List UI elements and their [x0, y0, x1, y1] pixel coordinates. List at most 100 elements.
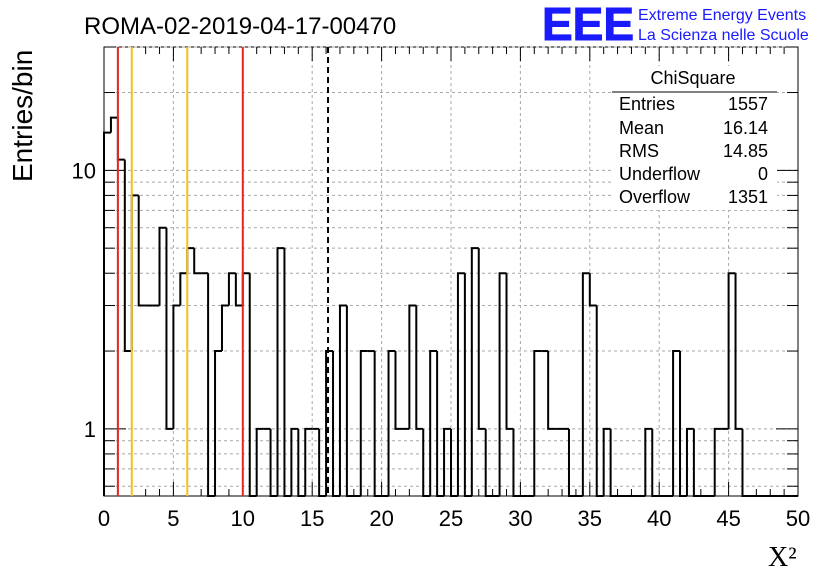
histogram-bin [602, 427, 611, 496]
histogram-bin [512, 428, 521, 497]
histogram-bin [581, 272, 590, 496]
plot-title: ROMA-02-2019-04-17-00470 [84, 13, 396, 40]
histogram-bin [415, 305, 424, 430]
histogram-bin [394, 351, 403, 430]
x-tick-label: 45 [716, 506, 740, 531]
histogram-layer [103, 116, 798, 497]
histogram-bin [443, 427, 451, 496]
histogram-bin [651, 428, 660, 497]
histogram-bin [172, 304, 181, 429]
stats-label-mean: Mean [619, 118, 664, 138]
stats-value-mean: 16.14 [723, 118, 768, 138]
histogram-bin [338, 304, 347, 496]
histogram-bin [297, 428, 306, 497]
histogram-bin [283, 248, 292, 497]
stats-label-entries: Entries [619, 94, 675, 114]
histogram-bin [276, 247, 285, 496]
histogram-bin [318, 428, 327, 497]
y-tick-label: 10 [72, 158, 96, 183]
histogram-bin [373, 351, 382, 497]
histogram-bin [241, 272, 250, 306]
eee-logo: EEE [542, 0, 634, 50]
histogram-bin [547, 351, 556, 430]
histogram-bin [207, 273, 216, 497]
histogram-bin [220, 304, 229, 352]
histogram-bin [290, 427, 299, 496]
histogram-bin [734, 273, 743, 430]
histogram-bin [165, 227, 174, 430]
histogram-bin [345, 305, 354, 497]
x-axis-title: X² [768, 542, 797, 572]
x-tick-label: 15 [300, 506, 324, 531]
histogram-bin [470, 247, 479, 496]
histogram-bin [533, 350, 542, 496]
histogram-bin [304, 427, 313, 496]
stats-label-overflow: Overflow [619, 187, 691, 207]
histogram-bin [436, 351, 445, 497]
histogram-bin [456, 272, 465, 496]
histogram-bin [179, 272, 188, 306]
histogram-bin [477, 248, 486, 430]
histogram-bin [325, 350, 334, 496]
histogram-bin [463, 273, 472, 497]
x-tick-label: 50 [786, 506, 810, 531]
histogram-bin [193, 248, 202, 275]
x-tick-label: 40 [647, 506, 671, 531]
histogram-bin [685, 427, 694, 496]
histogram-bin [505, 273, 514, 430]
histogram-bin [679, 351, 687, 497]
tick-labels-layer: 0 5 10 15 20 25 30 35 40 45 50 1 10 [72, 158, 811, 531]
stats-value-overflow: 1351 [728, 187, 768, 207]
logo-line-1: Extreme Energy Events [638, 7, 806, 24]
histogram-bin [227, 272, 236, 306]
stats-box-background [612, 66, 777, 210]
x-tick-label: 30 [508, 506, 532, 531]
histogram-bin [595, 305, 604, 497]
x-tick-label: 0 [98, 506, 110, 531]
histogram-bin [158, 226, 167, 306]
y-tick-label: 1 [84, 417, 96, 442]
stats-box: ChiSquare Entries 1557 Mean 16.14 RMS 14… [612, 66, 777, 210]
histogram-bin [387, 350, 396, 496]
x-tick-label: 5 [167, 506, 179, 531]
histogram-bin [692, 428, 701, 497]
vertical-lines-layer [116, 47, 330, 496]
x-tick-label: 10 [231, 506, 255, 531]
y-axis-title: Entries/bin [7, 50, 38, 182]
stats-label-underflow: Underflow [619, 164, 701, 184]
histogram-bin [248, 273, 257, 497]
x-tick-label: 25 [439, 506, 463, 531]
histogram-bin [422, 428, 431, 497]
histogram-bin [713, 427, 722, 496]
x-tick-label: 35 [578, 506, 602, 531]
histogram-bin [609, 428, 618, 497]
histogram-bin [137, 195, 146, 307]
histogram-bin [498, 272, 507, 496]
histogram-bin [186, 247, 195, 274]
stats-value-rms: 14.85 [723, 141, 768, 161]
histogram-bin [332, 351, 340, 497]
histogram-bin [214, 350, 222, 496]
histogram-bin [727, 272, 736, 429]
logo-line-2: La Scienza nelle Scuole [638, 27, 809, 44]
histogram-bin [408, 304, 417, 429]
histogram-bin [450, 428, 458, 497]
histogram-bin [359, 350, 368, 496]
stats-value-entries: 1557 [728, 94, 768, 114]
histogram-bin [109, 116, 118, 133]
histogram-bin [567, 428, 576, 497]
histogram-bin [255, 427, 264, 496]
histogram-bin [429, 350, 438, 496]
histogram-bin [103, 131, 111, 496]
stats-label-rms: RMS [619, 141, 659, 161]
histogram-bin [269, 428, 278, 497]
histogram-bin [123, 159, 132, 353]
histogram-bin [741, 428, 750, 497]
stats-box-title: ChiSquare [650, 68, 735, 88]
histogram-bin [116, 117, 125, 161]
histogram-bin [644, 427, 653, 496]
histogram-bin [588, 273, 597, 307]
stats-value-underflow: 0 [758, 164, 768, 184]
histogram-bin [484, 428, 493, 497]
